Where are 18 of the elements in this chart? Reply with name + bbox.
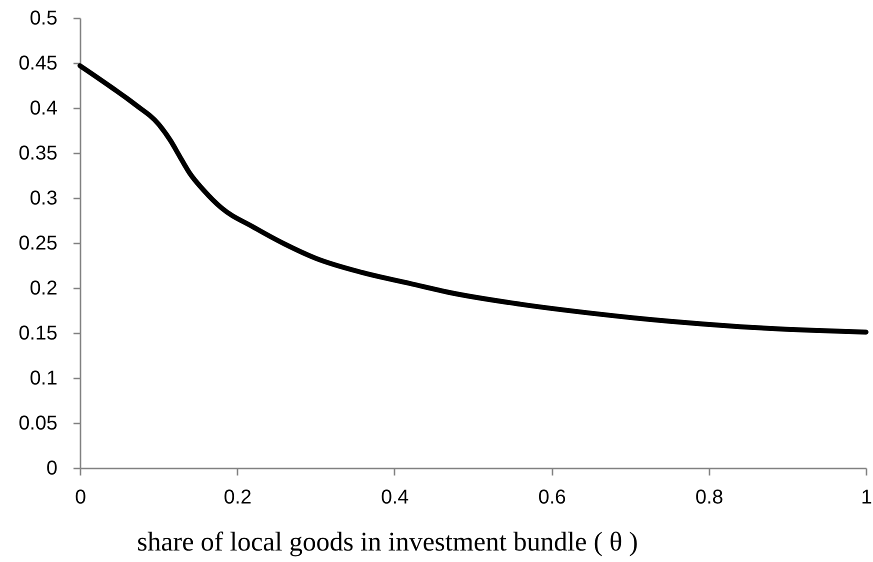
y-tick-label: 0.45 (18, 52, 58, 74)
y-tick-label: 0.1 (30, 368, 58, 390)
y-tick-label: 0.05 (18, 412, 58, 434)
y-tick-label: 0 (46, 458, 58, 480)
y-tick-label: 0.2 (30, 278, 58, 300)
x-tick-label: 0.8 (695, 486, 724, 508)
y-tick-label: 0.15 (18, 322, 58, 344)
y-tick-label: 0.25 (18, 232, 58, 254)
y-tick-label: 0.4 (30, 98, 58, 120)
x-tick-label: 1 (860, 486, 872, 508)
y-tick-label: 0.5 (30, 8, 58, 30)
x-tick-label: 0.6 (538, 486, 566, 508)
x-tick-label: 0.2 (224, 486, 252, 508)
x-axis-title: share of local goods in investment bundle ( θ ) (136, 526, 638, 556)
x-tick-label: 0 (74, 486, 86, 508)
x-tick-label: 0.4 (380, 486, 409, 508)
y-tick-label: 0.3 (30, 188, 58, 210)
y-tick-label: 0.35 (18, 142, 58, 164)
